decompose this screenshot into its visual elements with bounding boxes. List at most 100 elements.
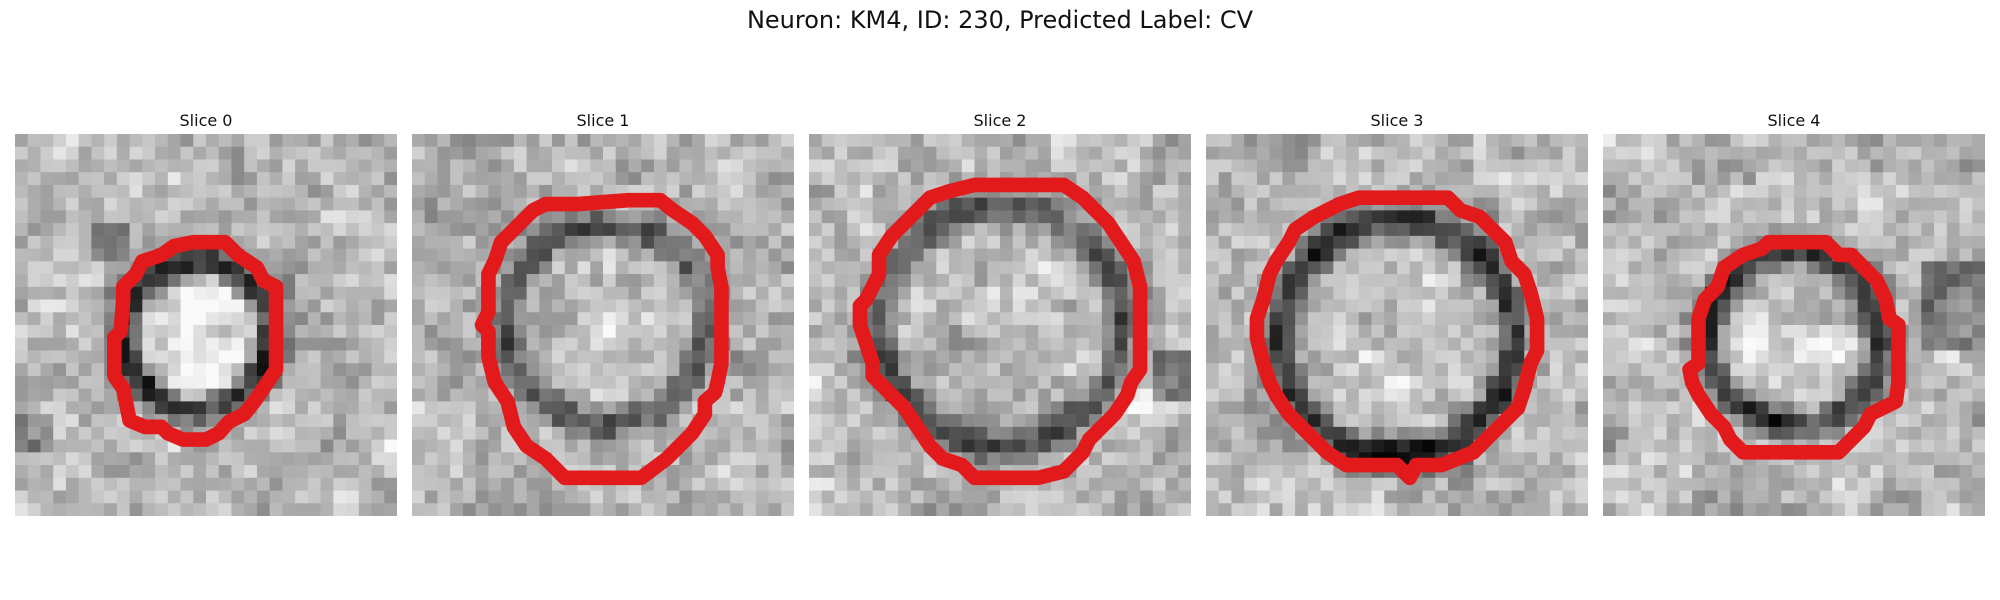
image-pixel (1628, 248, 1642, 262)
image-pixel (1575, 146, 1588, 160)
image-pixel (552, 299, 566, 313)
image-pixel (1178, 274, 1191, 288)
image-pixel (1768, 134, 1782, 147)
image-pixel (768, 312, 782, 326)
image-pixel (1256, 184, 1270, 198)
image-pixel (1307, 325, 1321, 338)
image-pixel (1908, 261, 1922, 275)
image-pixel (1295, 134, 1309, 147)
image-pixel (1921, 146, 1935, 160)
image-pixel (1549, 401, 1563, 415)
image-pixel (307, 299, 321, 313)
image-pixel (231, 350, 245, 364)
image-pixel (847, 274, 861, 288)
image-pixel (1653, 465, 1667, 479)
image-pixel (307, 274, 321, 288)
image-pixel (1908, 375, 1922, 389)
image-pixel (206, 401, 219, 415)
image-pixel (1870, 197, 1884, 211)
image-pixel (872, 184, 886, 198)
image-pixel (590, 452, 604, 466)
image-pixel (475, 248, 489, 262)
image-pixel (78, 325, 92, 338)
image-pixel (730, 235, 744, 249)
image-pixel (218, 299, 232, 313)
image-pixel (1101, 299, 1115, 313)
image-pixel (78, 337, 92, 351)
image-pixel (1498, 146, 1512, 160)
image-pixel (1704, 363, 1718, 377)
image-pixel (834, 388, 848, 402)
image-pixel (513, 503, 527, 516)
image-pixel (1692, 146, 1706, 160)
image-pixel (333, 312, 347, 326)
image-pixel (1231, 159, 1245, 173)
image-pixel (346, 414, 360, 428)
image-pixel (218, 439, 232, 453)
image-pixel (15, 452, 28, 466)
image-pixel (27, 172, 41, 186)
image-pixel (1511, 439, 1525, 453)
image-pixel (1178, 375, 1191, 389)
image-pixel (1244, 503, 1258, 516)
image-pixel (974, 375, 988, 389)
image-pixel (1819, 477, 1833, 491)
image-pixel (1806, 325, 1820, 338)
image-pixel (1384, 159, 1398, 173)
image-pixel (1794, 146, 1807, 160)
image-pixel (885, 426, 899, 440)
image-pixel (987, 235, 1001, 249)
image-pixel (1883, 477, 1897, 491)
image-pixel (104, 503, 118, 516)
image-pixel (1231, 299, 1245, 313)
image-pixel (1282, 503, 1296, 516)
image-pixel (65, 350, 79, 364)
image-pixel (1231, 134, 1245, 147)
image-pixel (1806, 184, 1820, 198)
image-pixel (1307, 134, 1321, 147)
image-pixel (27, 401, 41, 415)
image-pixel (1076, 210, 1090, 224)
image-pixel (1178, 426, 1191, 440)
image-pixel (231, 439, 245, 453)
image-pixel (1038, 414, 1052, 428)
image-pixel (78, 134, 92, 147)
image-pixel (717, 146, 731, 160)
image-pixel (1346, 134, 1360, 147)
image-pixel (1473, 325, 1487, 338)
image-pixel (1908, 146, 1922, 160)
image-pixel (898, 503, 912, 516)
image-pixel (1857, 375, 1871, 389)
image-pixel (910, 172, 924, 186)
image-pixel (1152, 503, 1166, 516)
image-pixel (1089, 465, 1103, 479)
image-pixel (859, 159, 873, 173)
image-pixel (65, 426, 79, 440)
image-pixel (282, 490, 296, 504)
image-pixel (1025, 197, 1039, 211)
image-pixel (1844, 210, 1858, 224)
image-pixel (1384, 274, 1398, 288)
image-pixel (384, 350, 397, 364)
image-pixel (1679, 312, 1693, 326)
image-pixel (1717, 146, 1731, 160)
image-pixel (1615, 503, 1629, 516)
image-pixel (679, 388, 693, 402)
image-pixel (244, 375, 258, 389)
image-pixel (231, 312, 245, 326)
image-pixel (1307, 172, 1321, 186)
image-pixel (1768, 146, 1782, 160)
image-pixel (1806, 286, 1820, 300)
image-pixel (1218, 363, 1232, 377)
image-pixel (1743, 210, 1757, 224)
image-pixel (1692, 426, 1706, 440)
image-pixel (1140, 159, 1154, 173)
image-pixel (717, 172, 731, 186)
image-pixel (1218, 503, 1232, 516)
image-pixel (564, 172, 578, 186)
image-pixel (1844, 452, 1858, 466)
image-pixel (1641, 490, 1655, 504)
image-pixel (1025, 503, 1039, 516)
image-pixel (1307, 363, 1321, 377)
panel-slice-4: Slice 4 (1603, 110, 1985, 516)
